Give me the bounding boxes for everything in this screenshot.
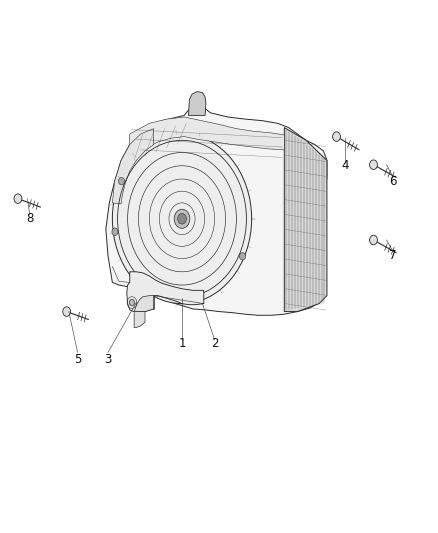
Circle shape (112, 228, 118, 236)
Polygon shape (284, 127, 327, 312)
Text: 5: 5 (74, 353, 81, 366)
Circle shape (332, 132, 340, 141)
Text: 7: 7 (389, 249, 397, 262)
Text: 8: 8 (26, 212, 33, 225)
Circle shape (14, 194, 22, 204)
Polygon shape (127, 117, 284, 171)
Circle shape (63, 307, 71, 317)
Text: 1: 1 (178, 337, 186, 350)
Text: 4: 4 (342, 159, 349, 172)
Polygon shape (188, 92, 206, 115)
Circle shape (113, 134, 252, 304)
Circle shape (118, 177, 124, 185)
Polygon shape (127, 272, 204, 312)
Polygon shape (106, 105, 327, 316)
Polygon shape (134, 296, 154, 312)
Circle shape (370, 235, 378, 245)
Circle shape (240, 253, 246, 260)
Circle shape (370, 160, 378, 169)
Circle shape (129, 300, 134, 306)
Polygon shape (134, 312, 145, 327)
Polygon shape (113, 128, 154, 204)
Circle shape (178, 214, 186, 224)
Text: 3: 3 (104, 353, 112, 366)
Text: 6: 6 (389, 175, 397, 188)
Circle shape (174, 209, 190, 228)
Text: 2: 2 (211, 337, 219, 350)
